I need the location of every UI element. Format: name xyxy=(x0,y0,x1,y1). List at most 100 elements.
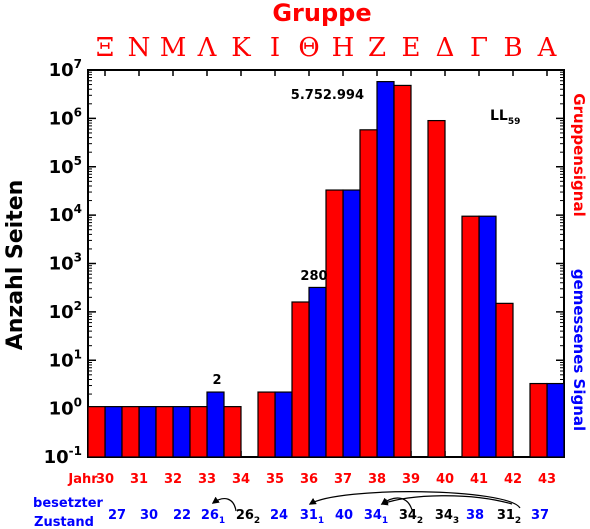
y-tick-base: 10 xyxy=(49,254,74,275)
state-label: 342 xyxy=(399,508,423,526)
state-label-subscript: 1 xyxy=(219,516,225,526)
group-letter: Μ xyxy=(160,33,187,63)
legend-label-gruppensignal: Gruppensignal xyxy=(570,93,588,216)
state-header-line2: Zustand xyxy=(34,515,94,529)
x-tick-label: 40 xyxy=(436,472,454,487)
bar-gemessenes-signal-31 xyxy=(138,406,157,458)
y-tick-exponent: 1 xyxy=(74,347,82,361)
state-label-main: 37 xyxy=(531,508,549,523)
state-label-subscript: 1 xyxy=(318,516,324,526)
bar-gruppensignal-38 xyxy=(359,129,378,458)
y-tick-exponent: 2 xyxy=(74,299,82,313)
legend-label-gemessenes-signal: gemessenes Signal xyxy=(570,269,588,431)
arrow-26-2-to-26-1 xyxy=(211,496,237,512)
group-letter: Ζ xyxy=(368,33,386,63)
y-tick-base: 10 xyxy=(49,399,74,420)
x-tick-label: 30 xyxy=(96,472,114,487)
bar-gruppensignal-33 xyxy=(189,406,208,458)
state-label: 261 xyxy=(201,508,225,526)
state-label: 37 xyxy=(531,508,549,523)
data-label-38: 5.752.994 xyxy=(291,88,364,103)
y-tick-base: 10 xyxy=(49,302,74,323)
y-tick-exponent: 5 xyxy=(74,154,82,168)
arrow-31-2-to-31-1 xyxy=(308,491,521,509)
state-label-main: 27 xyxy=(108,508,126,523)
bar-gruppensignal-34 xyxy=(223,406,242,458)
state-label-subscript: 1 xyxy=(382,516,388,526)
state-label: 311 xyxy=(300,508,324,526)
y-tick-base: 10 xyxy=(49,350,74,371)
y-tick-exponent: 7 xyxy=(74,57,82,71)
transition-arrows xyxy=(211,491,521,512)
y-tick-label: 10-1 xyxy=(44,444,82,468)
state-label: 343 xyxy=(435,508,459,526)
bars xyxy=(87,81,565,458)
y-axis-label: Anzahl Seiten xyxy=(3,180,28,351)
bar-gemessenes-signal-32 xyxy=(172,406,191,458)
bar-gruppensignal-39 xyxy=(393,84,412,458)
bar-gemessenes-signal-36 xyxy=(308,286,327,458)
state-label-main: 30 xyxy=(140,508,158,523)
bar-gruppensignal-32 xyxy=(155,406,174,458)
y-tick-base: 10 xyxy=(49,108,74,129)
state-label: 27 xyxy=(108,508,126,523)
state-label: 312 xyxy=(497,508,521,526)
x-tick-label: 32 xyxy=(164,472,182,487)
group-letter: Γ xyxy=(470,33,488,63)
bar-gruppensignal-43 xyxy=(529,382,548,458)
group-letter: Λ xyxy=(197,33,218,63)
x-tick-label: 39 xyxy=(402,472,420,487)
y-tick-label: 102 xyxy=(49,299,82,323)
bar-gruppensignal-35 xyxy=(257,391,276,458)
state-label-main: 26 xyxy=(236,508,254,523)
bar-gruppensignal-42 xyxy=(495,302,514,458)
state-header-line1: besetzter xyxy=(33,496,103,511)
group-letter: Κ xyxy=(231,33,251,63)
y-tick-label: 105 xyxy=(49,154,82,178)
x-tick-label: 42 xyxy=(504,472,522,487)
y-tick-base: 10 xyxy=(49,157,74,178)
state-label: 24 xyxy=(270,508,288,523)
state-label-main: 31 xyxy=(497,508,515,523)
x-tick-label: 35 xyxy=(266,472,284,487)
bar-gemessenes-signal-37 xyxy=(342,189,361,458)
model-label-subscript: 59 xyxy=(508,117,521,127)
state-label: 262 xyxy=(236,508,260,526)
state-label-main: 38 xyxy=(466,508,484,523)
group-letter: Α xyxy=(537,33,558,63)
state-row: 27 30 22 261 262 24 311 40 341 342 343 38 312 37 xyxy=(108,508,549,526)
group-letter: Β xyxy=(503,33,522,63)
y-tick-exponent: 0 xyxy=(74,396,82,410)
bar-gemessenes-signal-33 xyxy=(206,391,225,458)
state-label-subscript: 2 xyxy=(417,516,423,526)
group-letter: Δ xyxy=(436,33,455,63)
bar-gemessenes-signal-35 xyxy=(274,391,293,458)
group-letter: Ι xyxy=(270,33,280,63)
y-tick-exponent: -1 xyxy=(69,444,82,458)
state-label-main: 34 xyxy=(435,508,453,523)
y-tick-exponent: 6 xyxy=(74,105,82,119)
bar-gruppensignal-36 xyxy=(291,301,310,458)
bar-gruppensignal-31 xyxy=(121,406,140,458)
x-tick-label: 31 xyxy=(130,472,148,487)
x-tick-label: 36 xyxy=(300,472,318,487)
y-tick-base: 10 xyxy=(49,60,74,81)
state-label-subscript: 2 xyxy=(254,516,260,526)
x-tick-label: 43 xyxy=(538,472,556,487)
x-tick-label: 37 xyxy=(334,472,352,487)
y-tick-base: 10 xyxy=(44,447,69,468)
state-label-main: 24 xyxy=(270,508,288,523)
bar-gruppensignal-41 xyxy=(461,215,480,458)
group-letter: Ε xyxy=(402,33,421,63)
x-tick-label: 38 xyxy=(368,472,386,487)
bar-gemessenes-signal-43 xyxy=(546,382,565,458)
state-label-main: 34 xyxy=(364,508,382,523)
y-tick-label: 106 xyxy=(49,105,82,129)
bar-gruppensignal-37 xyxy=(325,189,344,458)
arrow-31-2-to-34-1 xyxy=(380,495,513,506)
group-letter: Η xyxy=(332,33,355,63)
data-label-36: 280 xyxy=(300,269,327,284)
group-letter: Ξ xyxy=(96,33,114,63)
data-label-33: 2 xyxy=(212,373,221,388)
